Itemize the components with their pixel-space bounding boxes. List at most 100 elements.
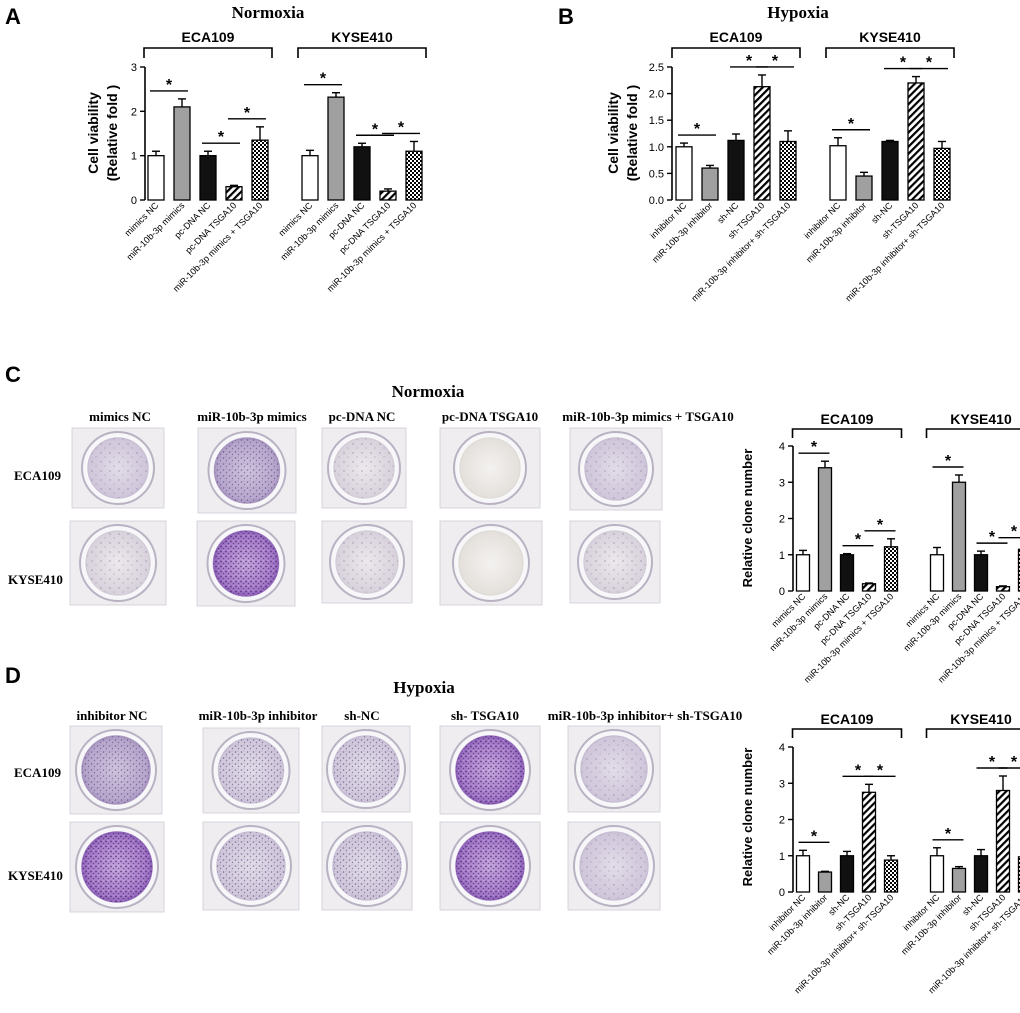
- panel-c-title: Normoxia: [392, 382, 465, 401]
- chart-c-bar: [819, 468, 832, 591]
- chart-c-y-tick-label: 1: [779, 550, 785, 562]
- colony-dish-photo: [70, 521, 166, 605]
- chart-a-group-label: KYSE410: [331, 29, 393, 45]
- chart-b-bar: [754, 87, 770, 200]
- chart-c-y-tick-label: 2: [779, 514, 785, 526]
- chart-a-significance-star: *: [218, 129, 225, 146]
- chart-d-y-label: Relative clone number: [740, 748, 755, 887]
- chart-a-significance-star: *: [398, 119, 405, 136]
- panel-d-col-label-4: sh- TSGA10: [451, 708, 519, 723]
- chart-b-y-label: Cell viability(Relative fold ): [605, 85, 640, 181]
- chart-b-bar: [780, 141, 796, 200]
- colony-dish-photo: [440, 428, 540, 508]
- chart-a-significance-star: *: [244, 105, 251, 122]
- panel-c-col-label-3: pc-DNA NC: [329, 409, 396, 424]
- panel-d-photos: Hypoxia inhibitor NC miR-10b-3p inhibito…: [8, 678, 742, 912]
- chart-c-group-bracket: [927, 429, 1020, 438]
- chart-c-group-label: KYSE410: [950, 411, 1012, 427]
- chart-d-bar: [841, 856, 854, 892]
- chart-c-significance-star: *: [811, 439, 818, 456]
- chart-b-significance-star: *: [746, 53, 753, 70]
- chart-b-group-bracket: [826, 48, 954, 58]
- panel-c-photos: Normoxia mimics NC miR-10b-3p mimics pc-…: [8, 382, 734, 606]
- panel-c-col-label-1: mimics NC: [89, 409, 151, 424]
- colony-dish-photo: [198, 428, 296, 513]
- colony-dish-photo: [568, 726, 660, 812]
- panel-letter-a: A: [5, 4, 21, 29]
- colony-dish-photo: [322, 521, 412, 603]
- colony-dish-photo: [440, 521, 542, 605]
- chart-a-bar: [200, 156, 216, 200]
- chart-a-y-tick-label: 0: [131, 195, 137, 207]
- chart-a-group-bracket: [144, 48, 272, 58]
- chart-a-bar: [328, 97, 344, 200]
- panel-d-row-label-2: KYSE410: [8, 868, 63, 883]
- chart-d-significance-star: *: [1011, 754, 1018, 771]
- chart-b-bar: [702, 168, 718, 200]
- colony-dish-photo: [197, 521, 295, 606]
- panel-d-col-label-5: miR-10b-3p inhibitor+ sh-TSGA10: [548, 708, 743, 723]
- chart-b-significance-star: *: [900, 55, 907, 72]
- chart-b-y-tick-label: 2.0: [649, 89, 664, 101]
- chart-c-bar: [975, 555, 988, 591]
- chart-d-bar: [975, 856, 988, 892]
- chart-a-y-tick-label: 2: [131, 106, 137, 118]
- chart-b-y-tick-label: 0.0: [649, 195, 664, 207]
- colony-dish-photo: [570, 521, 660, 603]
- panel-letter-d: D: [5, 663, 21, 688]
- chart-c-y-tick-label: 3: [779, 477, 785, 489]
- chart-a-y-tick-label: 1: [131, 151, 137, 163]
- colony-dish-photo: [570, 428, 662, 510]
- chart-b-bar: [676, 147, 692, 200]
- colony-dish-photo: [203, 822, 299, 910]
- colony-dish-photo: [203, 728, 299, 813]
- chart-d-y-tick-label: 3: [779, 778, 785, 790]
- chart-b-bar: [830, 146, 846, 200]
- chart-c-significance-star: *: [1011, 524, 1018, 541]
- chart-c-significance-star: *: [989, 529, 996, 546]
- chart-d-significance-star: *: [811, 828, 818, 845]
- chart-b-y-tick-label: 0.5: [649, 168, 664, 180]
- chart-d-significance-star: *: [989, 754, 996, 771]
- chart-d-y-tick-label: 0: [779, 887, 785, 899]
- panel-d-row-label-1: ECA109: [14, 765, 61, 780]
- chart-c-significance-star: *: [877, 517, 884, 534]
- chart-b-significance-star: *: [926, 55, 933, 72]
- chart-a-bar: [174, 107, 190, 200]
- chart-b-bar: [728, 140, 744, 200]
- colony-dish-photo: [70, 726, 162, 814]
- chart-d-y-tick-label: 4: [779, 742, 785, 754]
- panel-c-row-label-1: ECA109: [14, 468, 61, 483]
- chart-c-significance-star: *: [855, 532, 862, 549]
- panel-d-col-label-1: inhibitor NC: [77, 708, 148, 723]
- panel-letter-b: B: [558, 4, 574, 29]
- chart-c-y-tick-label: 0: [779, 586, 785, 598]
- chart-c-y-tick-label: 4: [779, 441, 785, 453]
- chart-b-bar: [934, 148, 950, 200]
- chart-c-bar: [953, 482, 966, 591]
- panel-d-title: Hypoxia: [393, 678, 455, 697]
- panel-a-title: Normoxia: [232, 3, 305, 22]
- chart-c-group-bracket: [793, 429, 902, 438]
- chart-a-bar: [302, 156, 318, 200]
- chart-b-group-label: ECA109: [710, 29, 763, 45]
- chart-d-significance-star: *: [855, 762, 862, 779]
- chart-a-bar: [148, 156, 164, 200]
- chart-a-group-label: ECA109: [182, 29, 235, 45]
- chart-b-y-tick-label: 2.5: [649, 62, 664, 74]
- chart-d-y-tick-label: 1: [779, 851, 785, 863]
- panel-c-col-label-2: miR-10b-3p mimics: [197, 409, 306, 424]
- chart-b-bar: [908, 83, 924, 200]
- panel-d-col-label-2: miR-10b-3p inhibitor: [199, 708, 318, 723]
- chart-b-bar: [856, 176, 872, 200]
- panel-letter-c: C: [5, 362, 21, 387]
- colony-dish-photo: [70, 822, 164, 912]
- chart-a-bar: [354, 147, 370, 200]
- colony-dish-photo: [322, 726, 410, 812]
- chart-b-bar: [882, 141, 898, 200]
